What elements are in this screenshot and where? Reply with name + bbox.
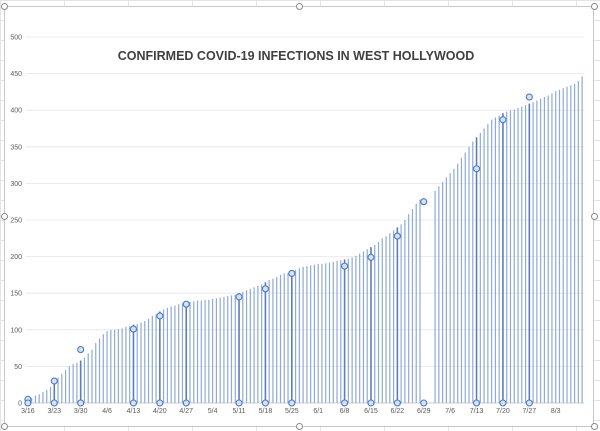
baseline-marker bbox=[393, 399, 401, 407]
data-marker bbox=[261, 285, 269, 293]
baseline-marker bbox=[472, 399, 481, 407]
resize-handle-top-right[interactable] bbox=[591, 3, 598, 10]
data-marker bbox=[525, 93, 533, 101]
baseline-marker bbox=[420, 399, 428, 407]
baseline-marker bbox=[129, 399, 138, 407]
x-tick-label: 7/6 bbox=[445, 408, 455, 415]
y-tick-label: 450 bbox=[10, 71, 22, 78]
y-tick-label: 150 bbox=[10, 291, 22, 298]
data-marker bbox=[420, 198, 428, 206]
data-marker bbox=[341, 262, 349, 270]
x-tick-label: 5/11 bbox=[232, 408, 245, 415]
x-tick-label: 4/20 bbox=[153, 408, 167, 415]
y-tick-label: 50 bbox=[14, 364, 22, 371]
y-tick-label: 100 bbox=[10, 327, 22, 334]
resize-handle-top[interactable] bbox=[296, 3, 303, 10]
baseline-marker bbox=[235, 399, 243, 407]
baseline-marker bbox=[499, 399, 507, 407]
x-tick-label: 8/3 bbox=[551, 408, 561, 415]
x-tick-label: 4/27 bbox=[179, 408, 193, 415]
chart-title: CONFIRMED COVID-19 INFECTIONS IN WEST HO… bbox=[118, 49, 475, 63]
x-tick-label: 5/18 bbox=[259, 408, 273, 415]
baseline-marker bbox=[77, 399, 85, 407]
data-marker bbox=[129, 325, 138, 333]
data-marker bbox=[367, 253, 375, 261]
baseline-marker bbox=[50, 399, 58, 407]
resize-handle-right[interactable] bbox=[591, 213, 598, 220]
y-tick-label: 200 bbox=[10, 254, 22, 261]
y-tick-label: 0 bbox=[18, 401, 22, 408]
x-tick-label: 3/16 bbox=[21, 408, 35, 415]
y-tick-label: 350 bbox=[10, 144, 22, 151]
baseline-marker bbox=[261, 399, 269, 407]
x-tick-label: 6/22 bbox=[391, 408, 405, 415]
resize-handle-bottom[interactable] bbox=[296, 423, 303, 430]
y-tick-label: 500 bbox=[10, 35, 22, 42]
y-axis-labels: 0 50 100 150 200 250 300 350 400 450 500 bbox=[10, 35, 22, 408]
y-tick-label: 250 bbox=[10, 218, 22, 225]
x-tick-label: 5/4 bbox=[208, 408, 218, 415]
x-tick-label: 4/13 bbox=[127, 408, 141, 415]
x-tick-label: 6/1 bbox=[313, 408, 323, 415]
y-tick-label: 400 bbox=[10, 108, 22, 115]
data-markers bbox=[24, 93, 533, 407]
gridlines bbox=[26, 36, 584, 404]
x-tick-label: 3/30 bbox=[74, 408, 88, 415]
x-tick-label: 6/29 bbox=[417, 408, 431, 415]
baseline-marker bbox=[367, 399, 375, 407]
y-tick-label: 300 bbox=[10, 181, 22, 188]
x-tick-label: 6/8 bbox=[340, 408, 350, 415]
x-tick-label: 7/27 bbox=[523, 408, 537, 415]
data-marker bbox=[288, 269, 296, 277]
resize-handle-bottom-right[interactable] bbox=[591, 423, 598, 430]
data-marker bbox=[50, 377, 58, 385]
data-marker bbox=[182, 300, 190, 308]
data-marker bbox=[77, 346, 85, 354]
x-tick-label: 4/6 bbox=[102, 408, 112, 415]
x-tick-label: 5/25 bbox=[285, 408, 299, 415]
baseline-marker bbox=[24, 399, 32, 407]
baseline-marker bbox=[156, 399, 164, 407]
baseline-marker bbox=[182, 399, 190, 407]
x-tick-label: 3/23 bbox=[47, 408, 61, 415]
resize-handle-top-left[interactable] bbox=[1, 3, 8, 10]
data-marker bbox=[156, 312, 164, 320]
data-marker bbox=[499, 116, 507, 124]
data-marker bbox=[235, 293, 243, 301]
baseline-marker bbox=[288, 399, 296, 407]
x-axis-labels: 3/16 3/23 3/30 4/6 4/13 4/20 4/27 5/4 5/11 5/18 5/… bbox=[21, 408, 561, 415]
data-marker bbox=[472, 165, 481, 173]
resize-handle-left[interactable] bbox=[1, 213, 8, 220]
baseline-marker bbox=[525, 399, 533, 407]
x-tick-label: 7/20 bbox=[496, 408, 510, 415]
data-marker bbox=[393, 232, 401, 240]
resize-handle-bottom-left[interactable] bbox=[1, 423, 8, 430]
bars bbox=[27, 76, 583, 403]
x-tick-label: 7/13 bbox=[470, 408, 484, 415]
baseline-marker bbox=[341, 399, 349, 407]
x-tick-label: 6/15 bbox=[364, 408, 378, 415]
